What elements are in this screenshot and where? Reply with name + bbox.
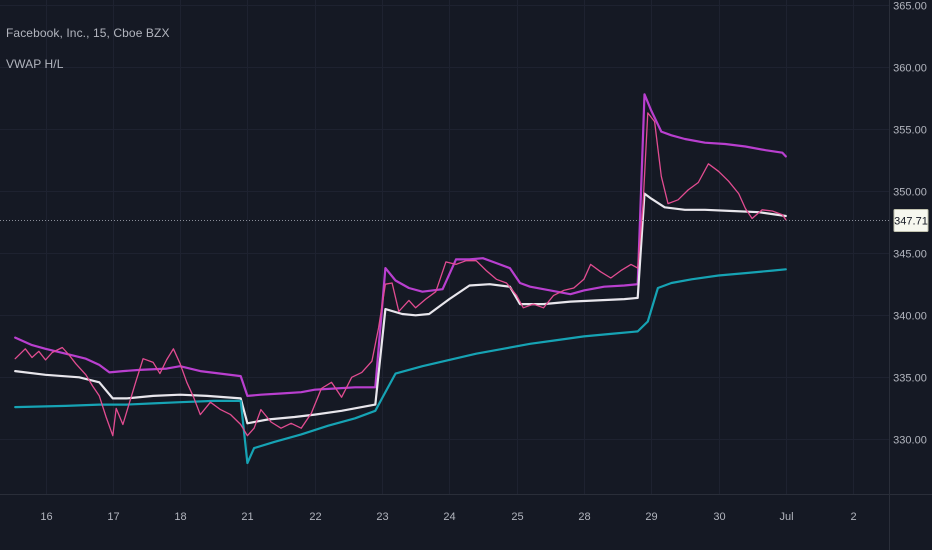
series-layer	[14, 93, 787, 465]
price-axis[interactable]: 365.00 360.00 355.00 350.00 345.00 340.00 335.…	[893, 1, 927, 447]
time-tick-label: Jul	[779, 511, 793, 523]
time-tick-label: 2	[850, 511, 856, 523]
time-tick-label: 16	[40, 511, 52, 523]
price-tick-label: 330.00	[893, 435, 927, 447]
time-tick-label: 24	[443, 511, 455, 523]
price-tick-label: 340.00	[893, 311, 927, 323]
time-tick-label: 28	[578, 511, 590, 523]
series-line-1	[14, 93, 787, 397]
grid-lines	[0, 0, 889, 494]
price-tick-label: 335.00	[893, 373, 927, 385]
last-price-box	[893, 209, 929, 232]
time-tick-label: 25	[511, 511, 523, 523]
time-tick-label: 23	[376, 511, 388, 523]
last-price-label: 347.71	[893, 209, 929, 232]
time-axis[interactable]: 16 17 18 21 22 23 24 25 28 29 30 Jul 2	[40, 511, 856, 523]
time-tick-label: 17	[107, 511, 119, 523]
price-tick-label: 360.00	[893, 63, 927, 75]
last-price-value: 347.71	[894, 216, 928, 228]
series-line-4	[14, 112, 787, 437]
time-tick-label: 22	[309, 511, 321, 523]
series-line-2	[14, 192, 787, 425]
symbol-title: Facebook, Inc., 15, Cboe BZX	[6, 26, 170, 40]
time-tick-label: 18	[174, 511, 186, 523]
price-tick-label: 345.00	[893, 249, 927, 261]
indicator-title[interactable]: VWAP H/L	[6, 57, 64, 71]
price-tick-label: 350.00	[893, 187, 927, 199]
series-line-3	[14, 268, 787, 465]
price-tick-label: 365.00	[893, 1, 927, 13]
time-tick-label: 30	[713, 511, 725, 523]
time-tick-label: 21	[241, 511, 253, 523]
time-tick-label: 29	[645, 511, 657, 523]
price-tick-label: 355.00	[893, 125, 927, 137]
